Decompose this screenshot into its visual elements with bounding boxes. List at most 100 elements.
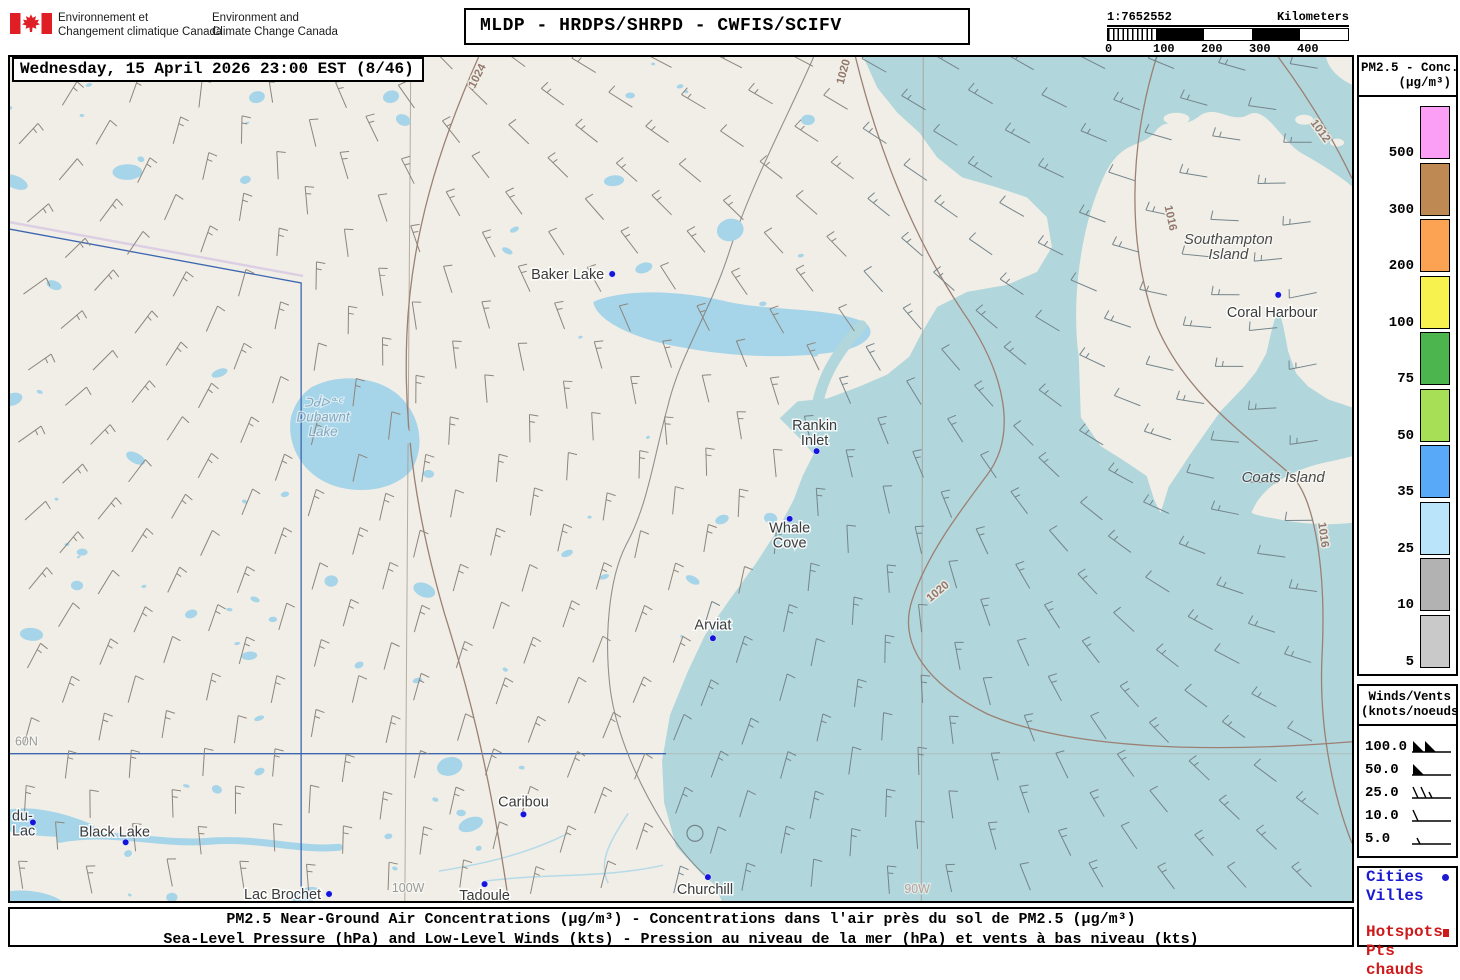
city-label: Baker Lake <box>531 267 604 283</box>
scale-ratio: 1:7652552 <box>1107 10 1172 24</box>
city-label: Black Lake <box>79 824 150 840</box>
scale-tick: 400 <box>1297 42 1319 56</box>
wind-legend-row: 50.0 <box>1359 758 1456 781</box>
scale-units: Kilometers <box>1277 10 1349 24</box>
city-dot <box>520 811 527 818</box>
city-dot <box>609 271 616 278</box>
city-dot <box>813 448 820 455</box>
city-dot <box>122 839 129 846</box>
wind-legend-row: 10.0 <box>1359 804 1456 827</box>
winds-legend-entries: 100.0 50.0 25.0 10.0 5.0 <box>1359 726 1456 850</box>
canada-flag-icon <box>10 13 52 34</box>
wind-legend-row: 100.0 <box>1359 735 1456 758</box>
city-label: Tadoule <box>459 888 510 901</box>
caption-line-2: Sea-Level Pressure (hPa) and Low-Level W… <box>10 929 1352 949</box>
pm25-threshold: 25 <box>1397 541 1414 557</box>
scale-tick: 200 <box>1201 42 1223 56</box>
small-island <box>1238 150 1258 162</box>
city-label: Churchill <box>677 882 733 898</box>
scale-tick: 100 <box>1153 42 1175 56</box>
markers-legend: Cities Villes Hotspots Pts chauds <box>1357 866 1458 947</box>
graticule-label: 100W <box>392 881 425 895</box>
pm25-legend-row: 200 <box>1359 219 1450 272</box>
pm25-color-swatch <box>1420 502 1450 555</box>
pm25-legend-row: 500 <box>1359 106 1450 159</box>
product-title-box: MLDP - HRDPS/SHRPD - CWFIS/SCIFV <box>464 8 970 45</box>
wind-speed-value: 10.0 <box>1365 808 1399 824</box>
wind-barb-icon <box>1409 739 1453 755</box>
small-island <box>1164 113 1190 125</box>
timestamp-box: Wednesday, 15 April 2026 23:00 EST (8/46… <box>12 57 424 82</box>
city-dot <box>786 516 793 523</box>
wind-legend-row: 25.0 <box>1359 781 1456 804</box>
city-label: Cove <box>773 536 807 552</box>
city-dot <box>705 874 712 881</box>
city-label: Whale <box>769 521 810 537</box>
city-label: Rankin <box>792 418 837 434</box>
pm25-legend-row: 300 <box>1359 163 1450 216</box>
wind-speed-value: 100.0 <box>1365 739 1407 755</box>
hotspots-label-fr: Pts chauds <box>1366 942 1449 980</box>
pm25-color-swatch <box>1420 219 1450 272</box>
city-dot-icon <box>1442 874 1449 881</box>
pm25-legend-row: 100 <box>1359 276 1450 329</box>
pm25-color-swatch <box>1420 558 1450 611</box>
pm25-legend-row: 10 <box>1359 558 1450 611</box>
pm25-threshold: 100 <box>1389 315 1414 331</box>
city-label: Coral Harbour <box>1227 305 1318 321</box>
cities-label-en: Cities <box>1366 868 1424 887</box>
pm25-threshold: 10 <box>1397 597 1414 613</box>
lake-label: ᑐᑰᐅᓐᑦ <box>304 395 344 409</box>
pm25-color-swatch <box>1420 106 1450 159</box>
pm25-color-swatch <box>1420 163 1450 216</box>
city-label: Caribou <box>498 794 549 810</box>
city-dot <box>326 891 333 898</box>
wind-speed-value: 50.0 <box>1365 762 1399 778</box>
lake-label: Dubawnt <box>297 409 351 424</box>
island-label: Coats Island <box>1242 469 1326 486</box>
city-dot <box>1275 292 1282 299</box>
pm25-threshold: 5 <box>1406 654 1414 670</box>
pm25-color-swatch <box>1420 276 1450 329</box>
product-title: MLDP - HRDPS/SHRPD - CWFIS/SCIFV <box>466 10 968 42</box>
lake-label: Lake <box>308 424 337 439</box>
pm25-legend-row: 75 <box>1359 332 1450 385</box>
winds-legend-title: Winds/Vents <box>1361 690 1451 705</box>
city-label: Arviat <box>694 617 731 633</box>
pm25-color-swatch <box>1420 615 1450 668</box>
pm25-threshold: 300 <box>1389 202 1414 218</box>
wind-legend-row: 5.0 <box>1359 827 1456 850</box>
city-label: Lac Brochet <box>244 887 321 901</box>
pm25-color-swatch <box>1420 389 1450 442</box>
timestamp: Wednesday, 15 April 2026 23:00 EST (8/46… <box>14 59 422 80</box>
caption-box: PM2.5 Near-Ground Air Concentrations (µg… <box>8 907 1354 947</box>
pm25-legend-subtitle: (µg/m³) <box>1361 76 1451 91</box>
cities-label-fr: Villes <box>1366 887 1424 906</box>
pm25-legend-row: 50 <box>1359 389 1450 442</box>
wind-barb-icon <box>1409 785 1453 801</box>
city-dot <box>30 819 37 826</box>
caption-line-1: PM2.5 Near-Ground Air Concentrations (µg… <box>10 909 1352 929</box>
pm25-threshold: 200 <box>1389 258 1414 274</box>
graticule-label: 90W <box>904 882 930 896</box>
city-label: Inlet <box>801 433 828 449</box>
wind-barb-icon <box>1409 808 1453 824</box>
wind-barb-icon <box>1409 831 1453 847</box>
pm25-color-swatch <box>1420 332 1450 385</box>
pm25-legend-row: 5 <box>1359 615 1450 668</box>
small-island <box>1269 161 1285 171</box>
pm25-legend-title: PM2.5 - Conc. <box>1361 61 1451 76</box>
pm25-threshold: 35 <box>1397 484 1414 500</box>
page: { "branding":{ "flag_color":"#e01e25", "… <box>0 0 1460 950</box>
pm25-threshold: 500 <box>1389 145 1414 161</box>
hotspots-label-en: Hotspots <box>1366 923 1443 942</box>
